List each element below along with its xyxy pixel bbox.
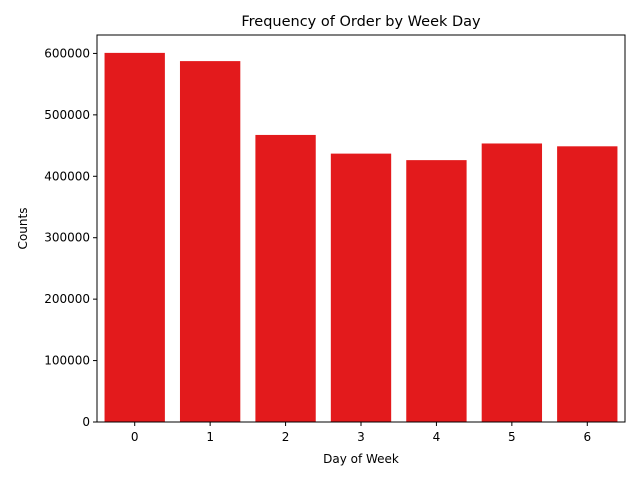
plot-frame [96, 34, 626, 423]
bar-day-0 [104, 52, 165, 422]
chart-title: Frequency of Order by Week Day [241, 14, 481, 30]
y-tick-label: 300000 [44, 231, 90, 245]
bar-day-4 [406, 160, 467, 422]
bar-day-1 [179, 61, 241, 423]
bar-day-5 [481, 143, 543, 423]
x-tick-label: 0 [131, 430, 139, 444]
y-tick-label: 0 [82, 415, 90, 429]
x-axis-ticks: 0 1 2 3 4 5 6 [131, 422, 591, 444]
y-tick-label: 500000 [44, 108, 90, 122]
x-axis-label: Day of Week [323, 452, 399, 466]
x-tick-label: 2 [282, 430, 290, 444]
y-tick-label: 400000 [44, 169, 90, 183]
bars-group [104, 52, 618, 423]
x-tick-label: 1 [206, 430, 214, 444]
y-tick-label: 100000 [44, 354, 90, 368]
y-tick-label: 200000 [44, 292, 90, 306]
bar-day-2 [255, 134, 316, 422]
x-tick-label: 5 [508, 430, 516, 444]
y-tick-label: 600000 [44, 46, 90, 60]
x-tick-label: 6 [583, 430, 591, 444]
y-axis-ticks: 0 100000 200000 300000 400000 500000 600000 [44, 46, 97, 429]
x-tick-label: 3 [357, 430, 365, 444]
bar-day-3 [330, 153, 392, 422]
y-axis-label: Counts [16, 208, 30, 250]
x-tick-label: 4 [433, 430, 441, 444]
bar-day-6 [557, 146, 618, 422]
